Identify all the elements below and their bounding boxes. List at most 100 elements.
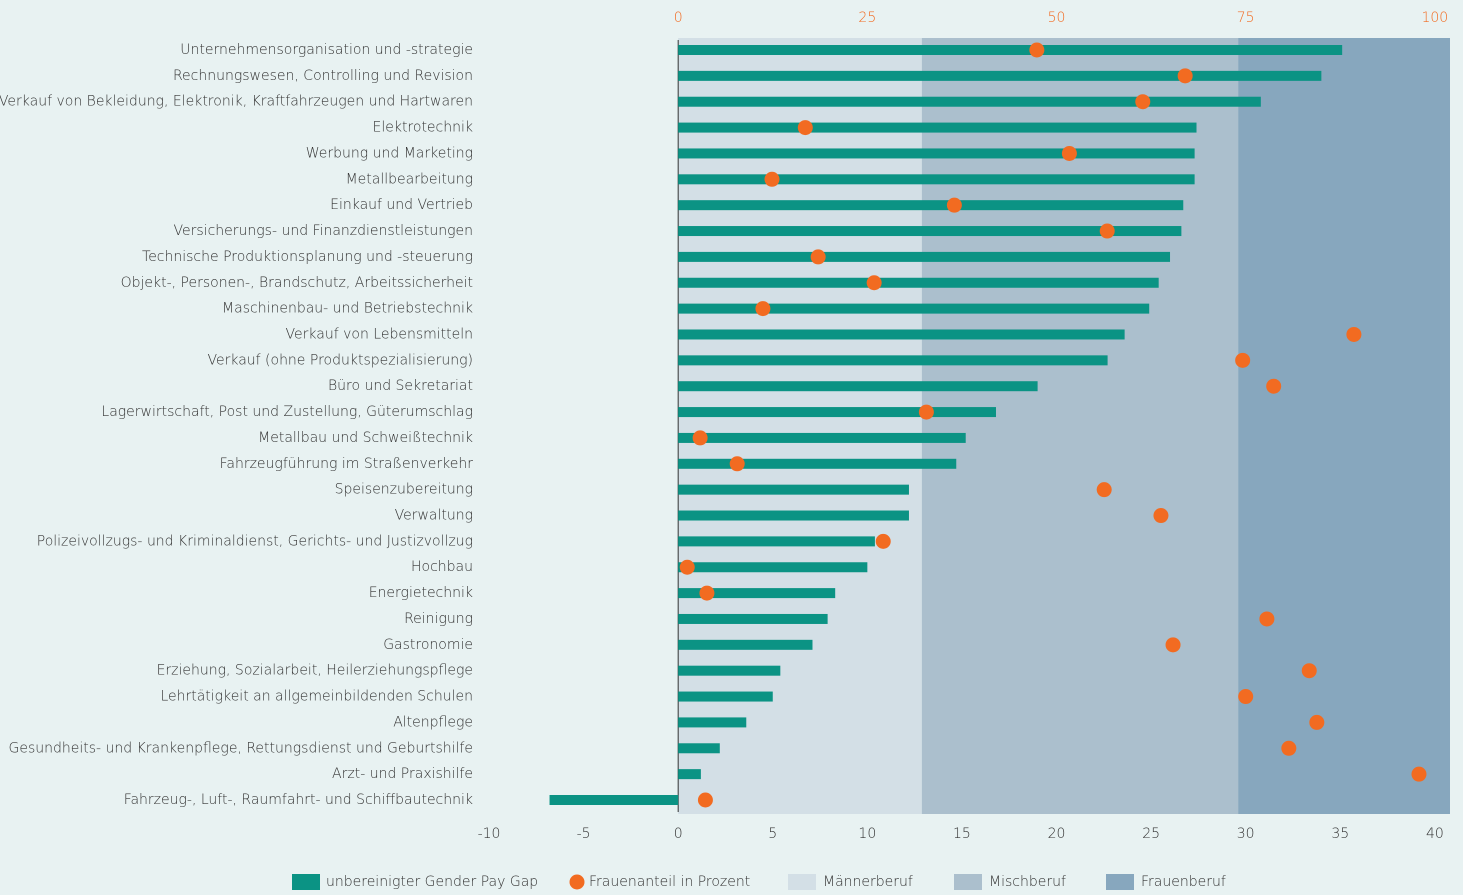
dot	[1301, 663, 1317, 679]
legend-label: Frauenanteil in Prozent	[589, 874, 750, 890]
category-label: Energietechnik	[369, 585, 473, 601]
category-label: Verkauf (ohne Produktspezialisierung)	[207, 352, 473, 368]
category-label: Versicherungs- und Finanzdienstleistunge…	[174, 223, 473, 239]
dot	[875, 533, 891, 549]
dot	[1346, 326, 1362, 342]
category-label: Einkauf und Vertrieb	[330, 197, 473, 213]
dot	[1238, 689, 1254, 705]
bar	[678, 122, 1197, 133]
category-label: Lehrtätigkeit an allgemeinbildenden Schu…	[160, 689, 473, 705]
x-tick-label: -10	[478, 826, 501, 842]
category-label: Verkauf von Bekleidung, Elektronik, Kraf…	[0, 94, 473, 110]
category-label: Altenpflege	[393, 714, 473, 730]
dot	[692, 430, 708, 446]
bar	[678, 226, 1182, 237]
dot	[866, 275, 882, 291]
dot	[946, 197, 962, 213]
dot	[1411, 766, 1427, 782]
bar	[678, 536, 875, 547]
dot	[1266, 378, 1282, 394]
bar	[678, 200, 1184, 211]
bar	[678, 303, 1150, 314]
category-label: Hochbau	[411, 559, 473, 575]
category-label: Reinigung	[404, 611, 473, 627]
bar	[678, 96, 1261, 107]
legend-swatch	[569, 874, 585, 890]
category-label: Unternehmensorganisation und -strategie	[180, 42, 473, 58]
x2-tick-label: 50	[1048, 10, 1066, 26]
category-label: Rechnungswesen, Controlling und Revision	[173, 68, 473, 84]
dot	[729, 456, 745, 472]
dot	[1096, 482, 1112, 498]
category-label: Fahrzeug-, Luft-, Raumfahrt- und Schiffb…	[124, 792, 473, 808]
bar	[678, 432, 966, 443]
category-label: Lagerwirtschaft, Post und Zustellung, Gü…	[101, 404, 473, 420]
dot	[797, 120, 813, 136]
bar	[678, 743, 720, 754]
bar	[678, 717, 747, 728]
bar	[678, 510, 909, 521]
dot	[1153, 508, 1169, 524]
category-label: Elektrotechnik	[372, 120, 473, 136]
bar	[678, 381, 1038, 392]
bar	[678, 251, 1171, 262]
dot	[1177, 68, 1193, 84]
x-tick-label: 40	[1426, 826, 1444, 842]
bar	[678, 45, 1343, 55]
x-tick-label: 30	[1237, 826, 1255, 842]
dot	[755, 301, 771, 317]
category-label: Metallbearbeitung	[346, 171, 473, 187]
band	[1238, 38, 1450, 814]
category-label: Verwaltung	[395, 508, 473, 524]
bar	[678, 639, 813, 650]
bar	[678, 665, 781, 676]
legend-label: Frauenberuf	[1141, 874, 1226, 890]
dot	[1235, 352, 1251, 368]
category-label: Werbung und Marketing	[306, 145, 473, 161]
x-tick-label: 20	[1048, 826, 1066, 842]
bar	[678, 769, 701, 780]
x-tick-label: -5	[577, 826, 591, 842]
x2-tick-label: 75	[1237, 10, 1255, 26]
legend-label: unbereinigter Gender Pay Gap	[326, 874, 538, 890]
category-label: Arzt- und Praxishilfe	[332, 766, 473, 782]
bar	[678, 691, 773, 702]
band	[678, 38, 922, 814]
legend-swatch	[292, 874, 320, 890]
x-tick-label: 35	[1331, 826, 1349, 842]
category-label: Metallbau und Schweißtechnik	[258, 430, 473, 446]
x-tick-label: 0	[674, 826, 683, 842]
x2-tick-label: 0	[674, 10, 683, 26]
bar	[678, 70, 1322, 81]
dot	[1099, 223, 1115, 239]
legend-label: Mischberuf	[989, 874, 1066, 890]
legend-swatch	[788, 874, 816, 890]
dot	[679, 559, 695, 575]
x-tick-label: 10	[858, 826, 876, 842]
category-label: Gesundheits- und Krankenpflege, Rettungs…	[8, 740, 473, 756]
dot	[1061, 145, 1077, 161]
bar	[678, 148, 1195, 159]
bar	[549, 795, 679, 805]
dot	[699, 585, 715, 601]
bar	[678, 277, 1159, 288]
dot	[1259, 611, 1275, 627]
dot	[764, 171, 780, 187]
x-tick-label: 25	[1142, 826, 1160, 842]
x2-tick-label: 25	[858, 10, 876, 26]
category-label: Verkauf von Lebensmitteln	[286, 326, 473, 342]
dot	[1135, 94, 1151, 110]
band	[921, 38, 1239, 814]
dot	[918, 404, 934, 420]
category-label: Erziehung, Sozialarbeit, Heilerziehungsp…	[157, 663, 473, 679]
x-tick-label: 5	[768, 826, 777, 842]
bar	[678, 174, 1195, 185]
dot	[1309, 714, 1325, 730]
bar	[678, 458, 957, 469]
dot	[1029, 42, 1045, 58]
bar	[678, 407, 996, 418]
dot	[1165, 637, 1181, 653]
bar	[678, 329, 1125, 340]
category-label: Fahrzeugführung im Straßenverkehr	[220, 456, 474, 472]
bar	[678, 562, 868, 573]
